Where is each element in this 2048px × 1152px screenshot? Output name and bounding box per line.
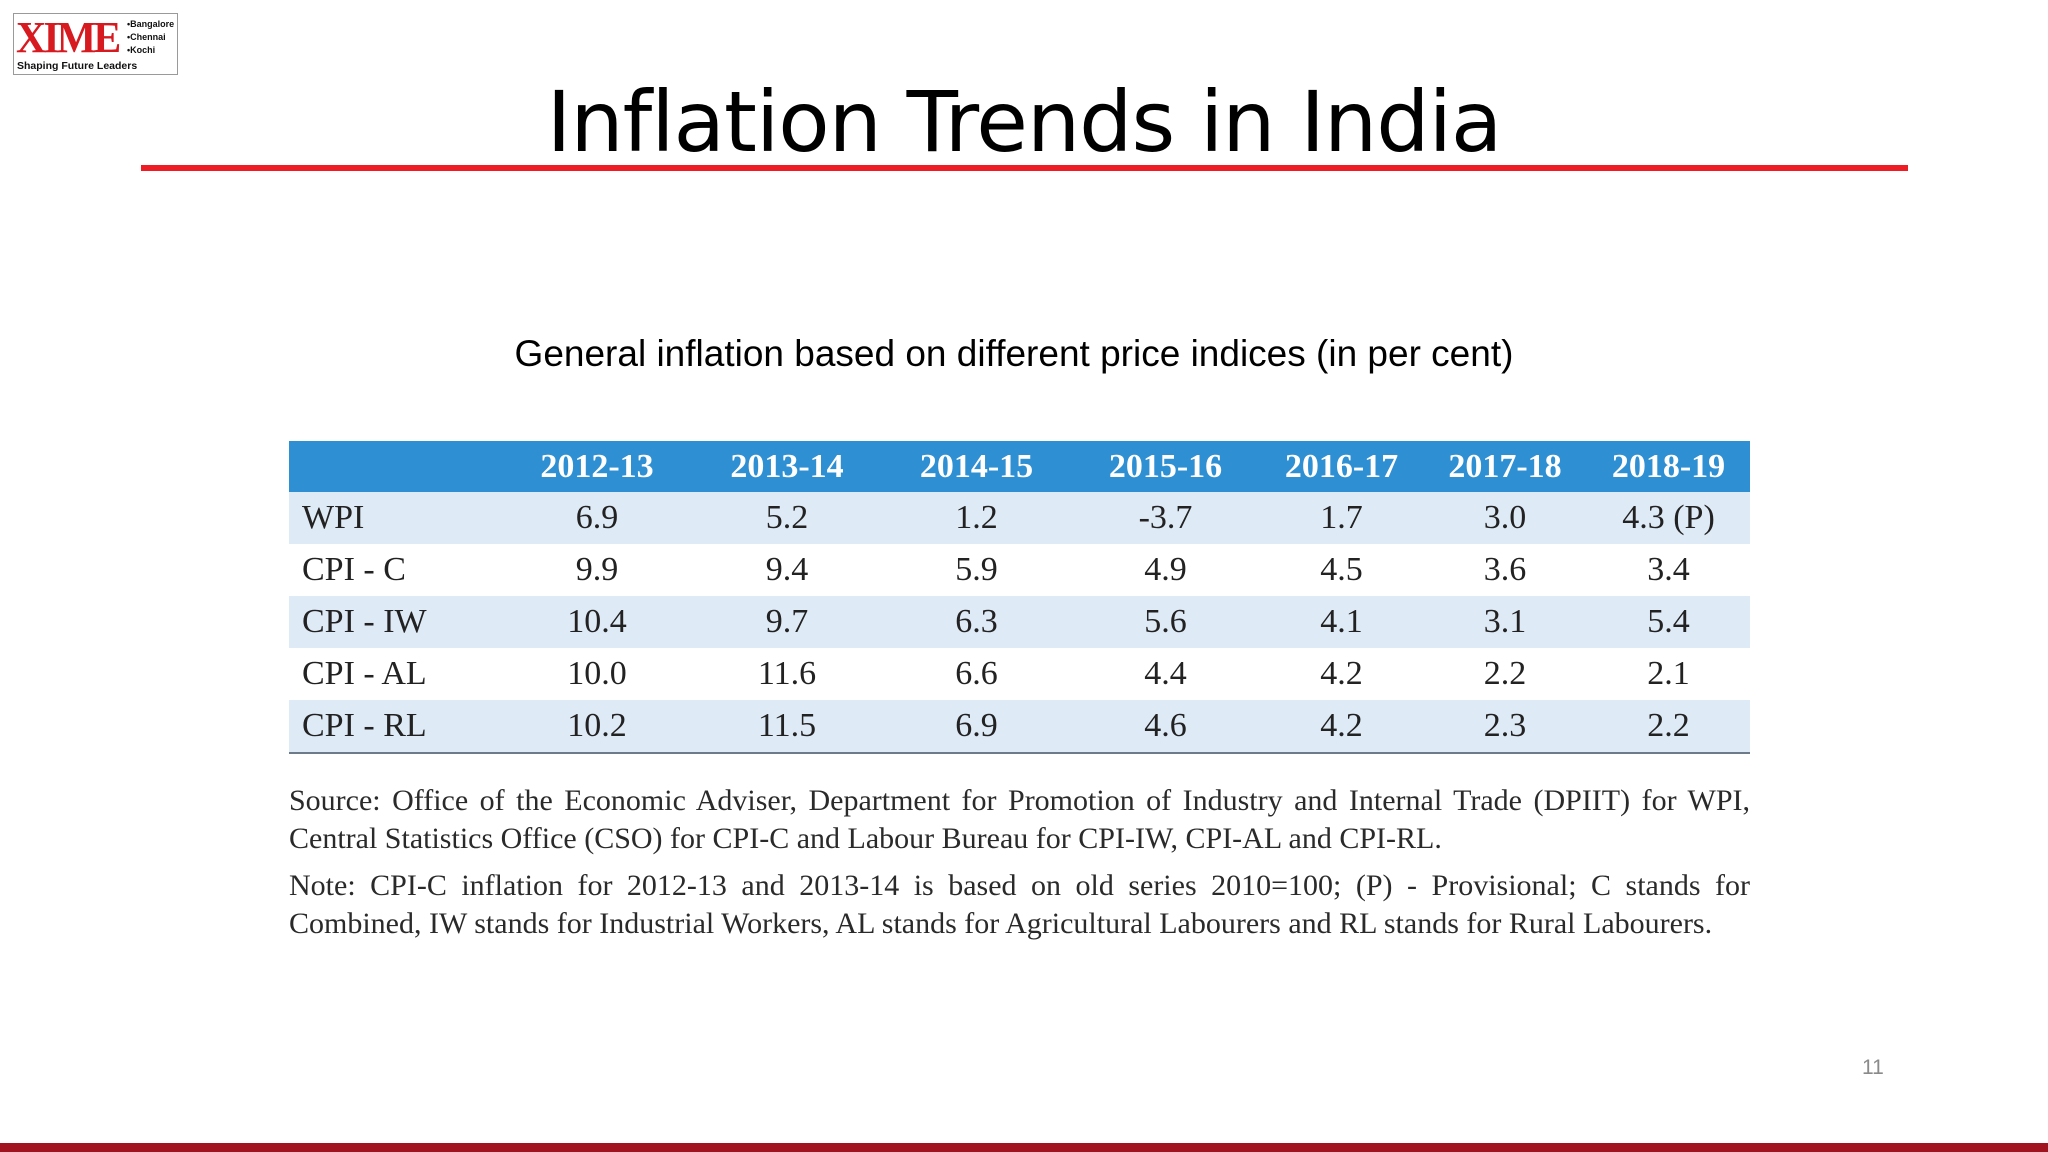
logo-city: Bangalore xyxy=(127,18,174,31)
row-label: CPI - IW xyxy=(289,596,502,648)
table-cell: 9.4 xyxy=(692,544,882,596)
table-cell: 4.3 (P) xyxy=(1587,492,1750,544)
source-note: Source: Office of the Economic Adviser, … xyxy=(289,784,1750,855)
table-cell: 4.5 xyxy=(1260,544,1423,596)
table-cell: 4.4 xyxy=(1071,648,1260,700)
table-row: WPI 6.9 5.2 1.2 -3.7 1.7 3.0 4.3 (P) xyxy=(289,492,1750,544)
row-label: WPI xyxy=(289,492,502,544)
table-cell: 9.7 xyxy=(692,596,882,648)
table-cell: 6.9 xyxy=(882,700,1071,754)
table-header-row: 2012-13 2013-14 2014-15 2015-16 2016-17 … xyxy=(289,441,1750,492)
table-cell: 3.0 xyxy=(1423,492,1587,544)
table-cell: 11.5 xyxy=(692,700,882,754)
header-cell: 2014-15 xyxy=(882,441,1071,492)
table-row: CPI - RL 10.2 11.5 6.9 4.6 4.2 2.3 2.2 xyxy=(289,700,1750,754)
xime-logo: XIME Bangalore Chennai Kochi Shaping Fut… xyxy=(13,13,178,75)
table-cell: 9.9 xyxy=(502,544,692,596)
table-cell: 4.1 xyxy=(1260,596,1423,648)
table-cell: 5.4 xyxy=(1587,596,1750,648)
header-cell xyxy=(289,441,502,492)
header-cell: 2017-18 xyxy=(1423,441,1587,492)
table-cell: 2.2 xyxy=(1587,700,1750,754)
table-cell: -3.7 xyxy=(1071,492,1260,544)
table-cell: 4.2 xyxy=(1260,700,1423,754)
table-row: CPI - IW 10.4 9.7 6.3 5.6 4.1 3.1 5.4 xyxy=(289,596,1750,648)
table-cell: 3.4 xyxy=(1587,544,1750,596)
row-label: CPI - RL xyxy=(289,700,502,754)
logo-city: Kochi xyxy=(127,44,174,57)
table-row: CPI - C 9.9 9.4 5.9 4.9 4.5 3.6 3.4 xyxy=(289,544,1750,596)
row-label: CPI - C xyxy=(289,544,502,596)
table-cell: 1.2 xyxy=(882,492,1071,544)
table-cell: 5.2 xyxy=(692,492,882,544)
table-caption: General inflation based on different pri… xyxy=(514,333,1514,374)
table-cell: 6.9 xyxy=(502,492,692,544)
inflation-table: 2012-13 2013-14 2014-15 2015-16 2016-17 … xyxy=(289,441,1750,754)
table-cell: 2.1 xyxy=(1587,648,1750,700)
header-cell: 2018-19 xyxy=(1587,441,1750,492)
table-cell: 10.0 xyxy=(502,648,692,700)
table-cell: 10.4 xyxy=(502,596,692,648)
logo-cities: Bangalore Chennai Kochi xyxy=(127,18,174,57)
table-cell: 3.1 xyxy=(1423,596,1587,648)
page-number: 11 xyxy=(1862,1056,1884,1079)
header-cell: 2016-17 xyxy=(1260,441,1423,492)
table-cell: 5.6 xyxy=(1071,596,1260,648)
header-cell: 2013-14 xyxy=(692,441,882,492)
table-cell: 2.2 xyxy=(1423,648,1587,700)
table-cell: 4.6 xyxy=(1071,700,1260,754)
title-underline xyxy=(141,165,1908,171)
table-cell: 6.6 xyxy=(882,648,1071,700)
table-cell: 5.9 xyxy=(882,544,1071,596)
table-cell: 4.2 xyxy=(1260,648,1423,700)
header-cell: 2012-13 xyxy=(502,441,692,492)
table-cell: 4.9 xyxy=(1071,544,1260,596)
table-cell: 2.3 xyxy=(1423,700,1587,754)
logo-tagline: Shaping Future Leaders xyxy=(17,60,138,72)
definitions-note: Note: CPI-C inflation for 2012-13 and 20… xyxy=(289,869,1750,940)
table-cell: 1.7 xyxy=(1260,492,1423,544)
table-cell: 6.3 xyxy=(882,596,1071,648)
logo-city: Chennai xyxy=(127,31,174,44)
slide-title: Inflation Trends in India xyxy=(546,73,1503,171)
table-cell: 11.6 xyxy=(692,648,882,700)
table-cell: 10.2 xyxy=(502,700,692,754)
table-row: CPI - AL 10.0 11.6 6.6 4.4 4.2 2.2 2.1 xyxy=(289,648,1750,700)
table-cell: 3.6 xyxy=(1423,544,1587,596)
table-notes: Source: Office of the Economic Adviser, … xyxy=(289,782,1750,952)
row-label: CPI - AL xyxy=(289,648,502,700)
logo-wordmark: XIME xyxy=(16,13,121,62)
header-cell: 2015-16 xyxy=(1071,441,1260,492)
footer-bar xyxy=(0,1143,2048,1152)
